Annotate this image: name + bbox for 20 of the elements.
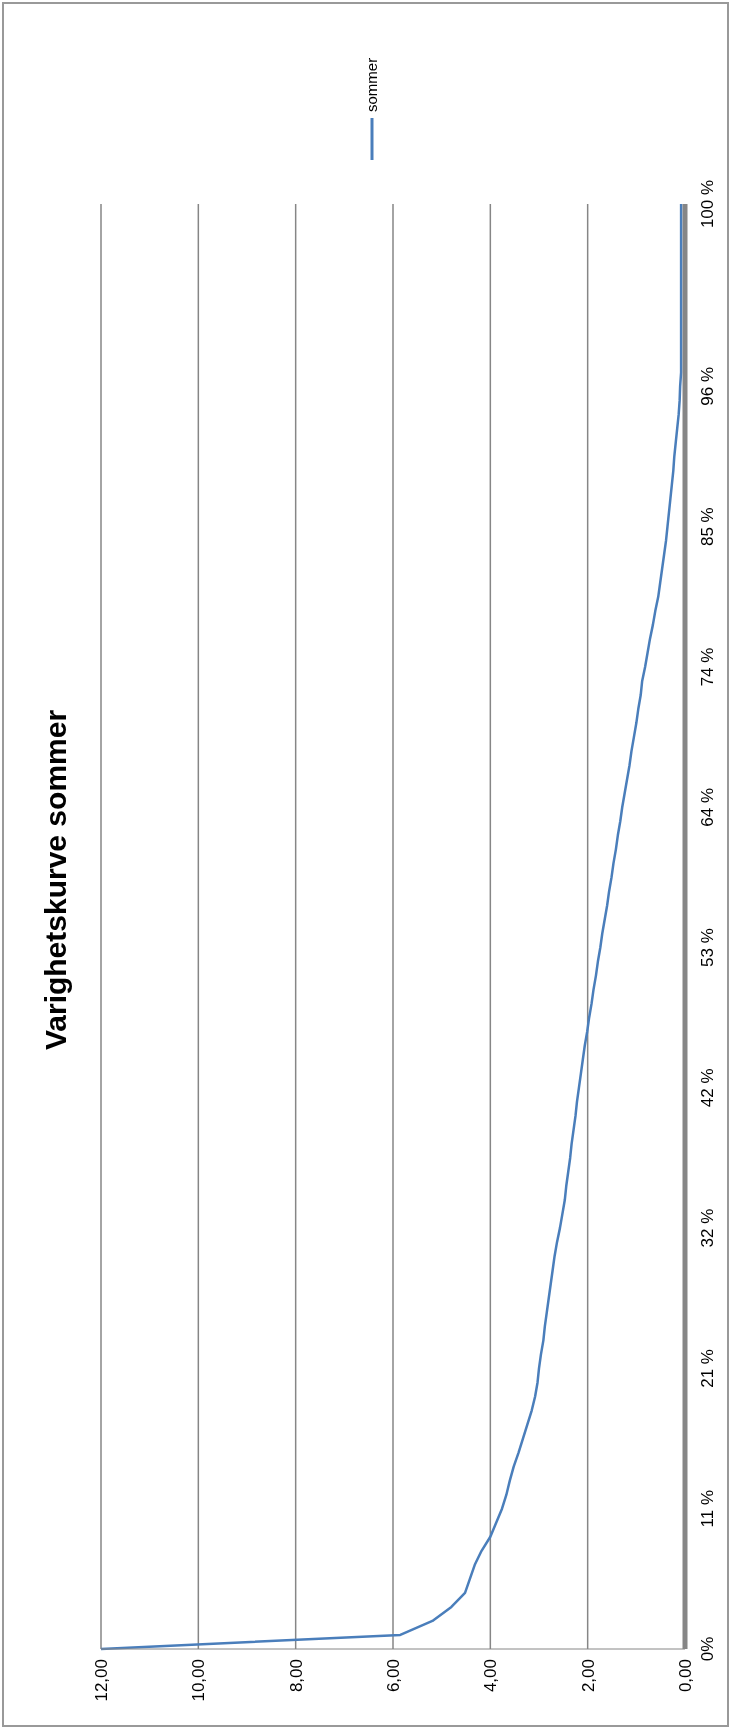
y-tick-label: 21 % <box>697 1349 717 1388</box>
x-tick-label: 10,00 <box>189 1659 209 1702</box>
x-tick-label: 2,00 <box>578 1659 598 1693</box>
y-tick-label: 100 % <box>697 179 717 229</box>
y-tick-label: 42 % <box>697 1068 717 1108</box>
x-tick-label: 6,00 <box>383 1659 403 1693</box>
x-tick-label: 8,00 <box>286 1659 306 1693</box>
y-tick-label: 0% <box>697 1636 717 1662</box>
y-tick-label: 85 % <box>697 507 717 547</box>
y-tick-label: 32 % <box>697 1208 717 1248</box>
x-tick-label: 12,00 <box>91 1659 111 1702</box>
y-tick-label: 96 % <box>697 367 717 406</box>
y-tick-label: 64 % <box>697 787 717 827</box>
y-tick-label: 74 % <box>697 647 717 687</box>
y-tick-label: 53 % <box>697 928 717 967</box>
text: sommer <box>363 57 381 112</box>
x-tick-label: 4,00 <box>481 1659 501 1693</box>
y-tick-label: 11 % <box>697 1489 717 1528</box>
text: Varighetskurve sommer <box>38 709 72 1051</box>
x-tick-label: 0,00 <box>675 1659 695 1693</box>
